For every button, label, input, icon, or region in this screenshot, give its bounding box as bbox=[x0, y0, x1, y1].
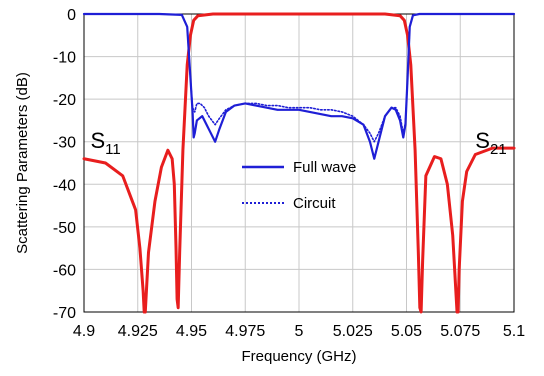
annotation-s11: S11 bbox=[90, 128, 120, 158]
y-tick-label: -40 bbox=[53, 177, 76, 194]
x-tick-label: 4.95 bbox=[176, 323, 207, 340]
annotation-main: S bbox=[90, 128, 105, 153]
x-tick-label: 4.925 bbox=[118, 323, 158, 340]
x-tick-label: 5 bbox=[295, 323, 304, 340]
x-tick-label: 5.075 bbox=[440, 323, 480, 340]
legend-label: Full wave bbox=[293, 159, 356, 176]
x-tick-label: 4.975 bbox=[225, 323, 265, 340]
y-tick-label: -60 bbox=[53, 262, 76, 279]
series-line-s21-full-wave bbox=[82, 12, 516, 314]
annotation-subscript: 11 bbox=[105, 141, 121, 158]
gridlines bbox=[83, 13, 515, 313]
x-tick-label: 5.1 bbox=[503, 323, 525, 340]
x-axis-label: Frequency (GHz) bbox=[241, 348, 356, 365]
legend: Full wave Circuit bbox=[242, 159, 356, 212]
y-tick-label: -30 bbox=[53, 135, 76, 152]
y-tick-label: -70 bbox=[53, 305, 76, 322]
y-tick-label: -10 bbox=[53, 50, 76, 67]
y-axis-label: Scattering Parameters (dB) bbox=[14, 72, 31, 254]
series-layer bbox=[82, 12, 516, 314]
annotation-subscript: 21 bbox=[490, 141, 507, 158]
annotations: S11 S21 bbox=[90, 128, 506, 158]
annotation-s21: S21 bbox=[475, 128, 506, 158]
y-tick-label: -50 bbox=[53, 220, 76, 237]
y-tick-label: -20 bbox=[53, 92, 76, 109]
y-tick-label: 0 bbox=[67, 7, 76, 24]
x-tick-label: 5.025 bbox=[333, 323, 373, 340]
tick-labels: 0 -10 -20 -30 -40 -50 -60 -704.9 4.925 4.95 4.975 5… bbox=[53, 7, 525, 340]
x-tick-label: 5.05 bbox=[391, 323, 422, 340]
x-tick-label: 4.9 bbox=[73, 323, 95, 340]
legend-label: Circuit bbox=[293, 195, 336, 212]
series-line-s11-circuit bbox=[83, 13, 515, 143]
annotation-main: S bbox=[475, 128, 490, 153]
